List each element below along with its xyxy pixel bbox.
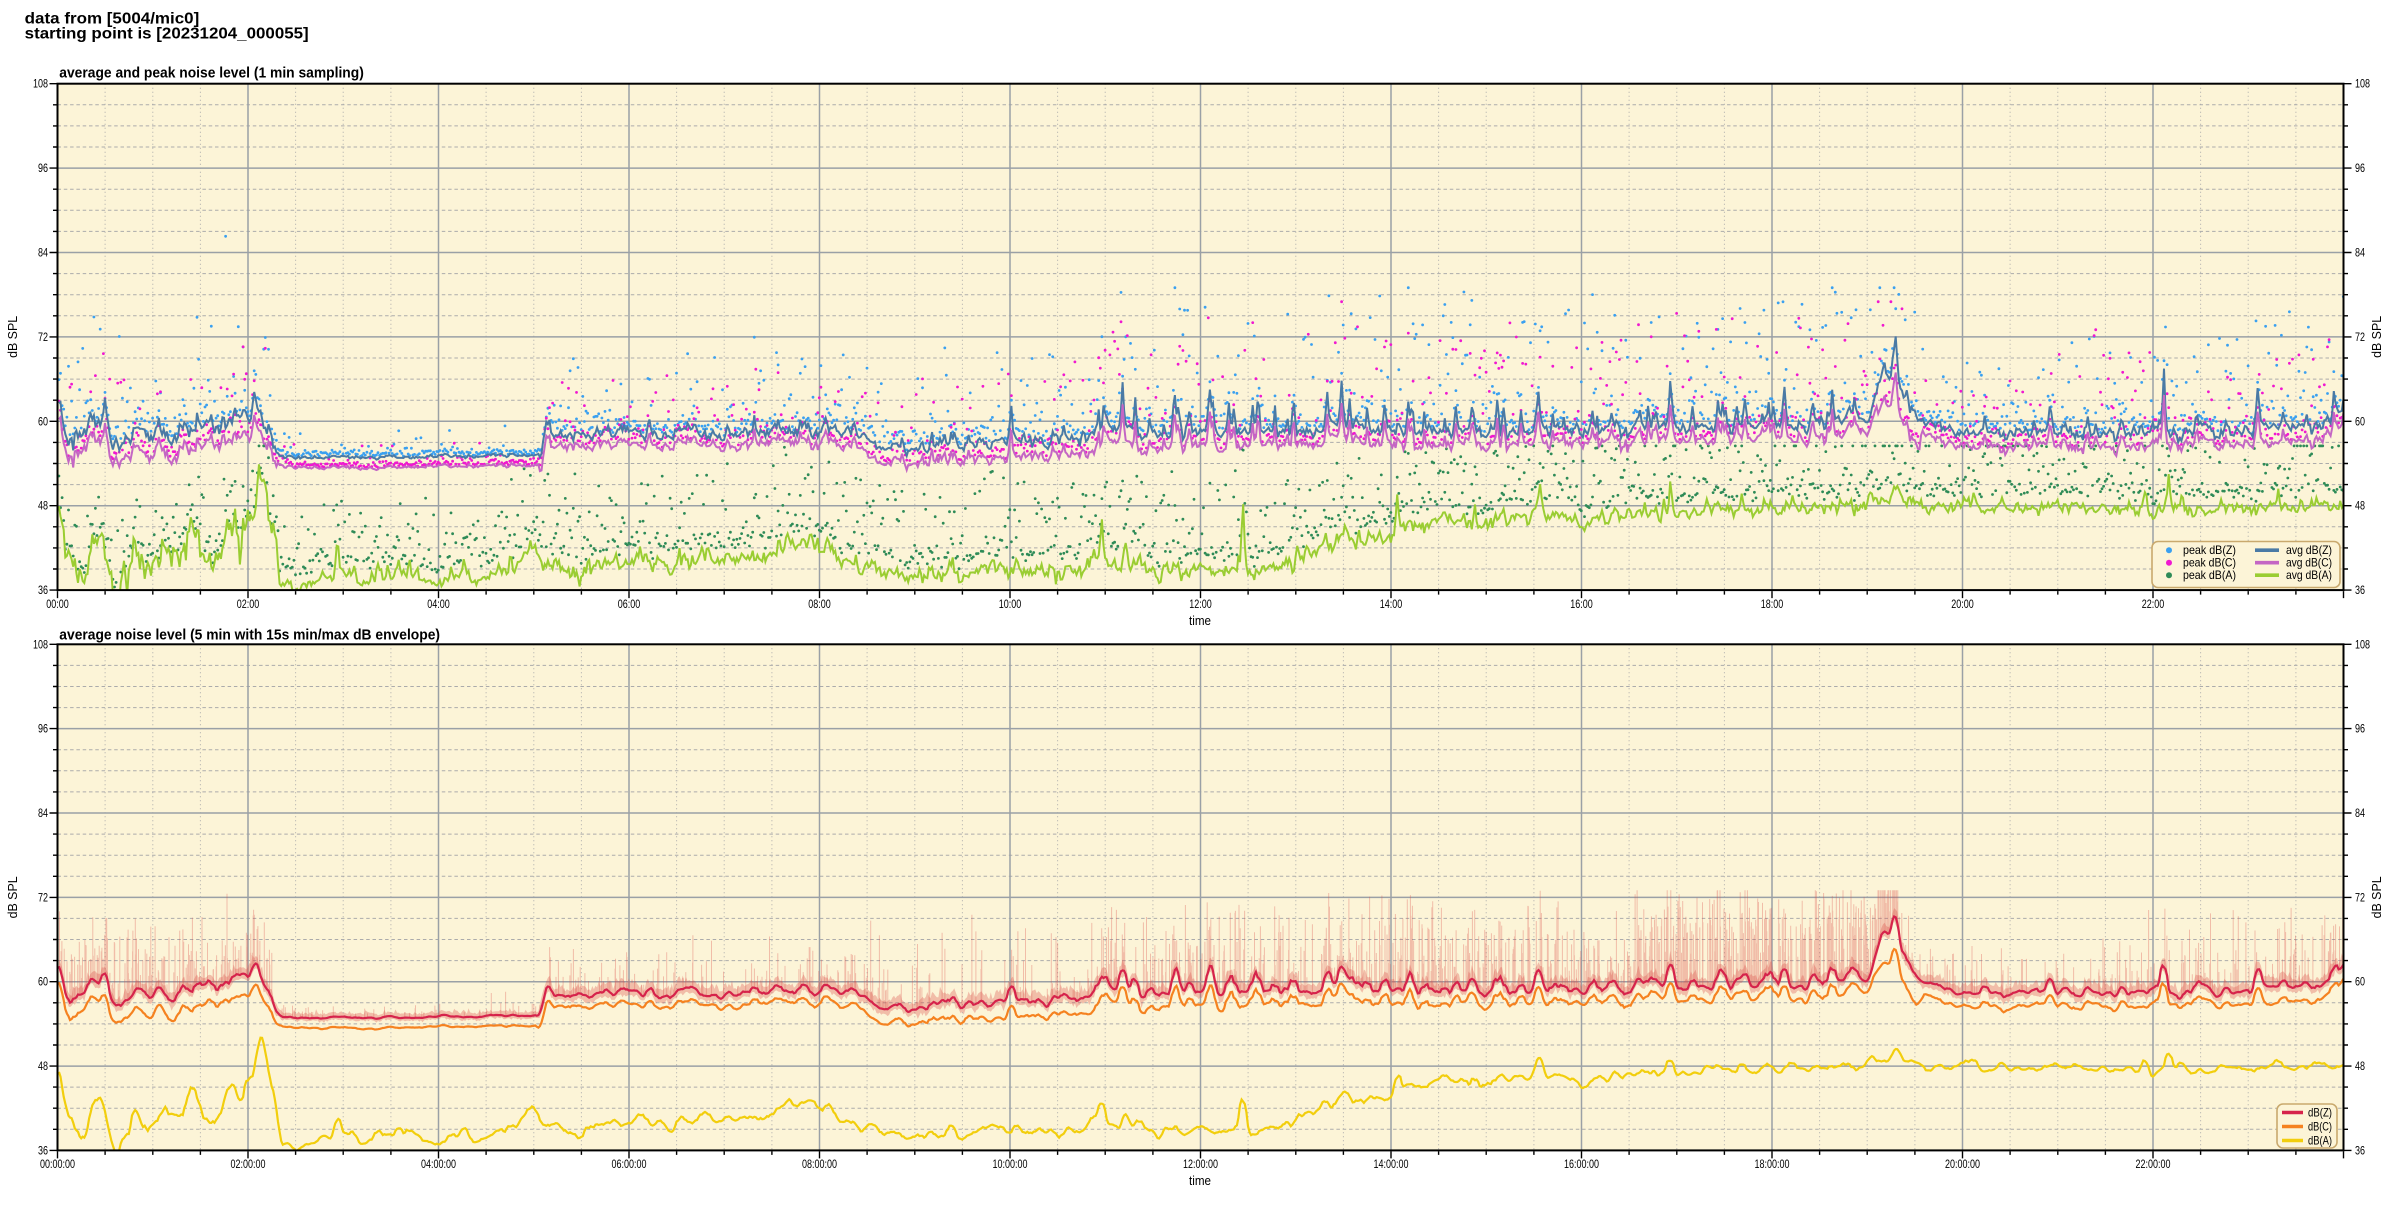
svg-text:time: time: [1189, 1174, 1211, 1188]
svg-text:108: 108: [2355, 639, 2370, 651]
svg-text:20:00:00: 20:00:00: [1945, 1159, 1980, 1171]
svg-text:12:00:00: 12:00:00: [1183, 1159, 1218, 1171]
svg-text:16:00: 16:00: [1570, 599, 1593, 611]
svg-text:dB(A): dB(A): [2308, 1134, 2332, 1148]
svg-text:dB(Z): dB(Z): [2308, 1106, 2332, 1120]
svg-text:08:00:00: 08:00:00: [802, 1159, 837, 1171]
svg-text:starting point is [20231204_00: starting point is [20231204_000055]: [25, 26, 309, 43]
svg-text:36: 36: [38, 585, 48, 597]
svg-text:48: 48: [38, 501, 48, 513]
svg-text:dB SPL: dB SPL: [2369, 876, 2384, 918]
svg-text:36: 36: [2355, 1145, 2365, 1157]
svg-text:84: 84: [2355, 248, 2365, 260]
svg-text:10:00: 10:00: [999, 599, 1022, 611]
svg-text:dB SPL: dB SPL: [5, 316, 20, 358]
svg-text:72: 72: [2355, 892, 2365, 904]
svg-text:06:00:00: 06:00:00: [612, 1159, 647, 1171]
svg-text:84: 84: [2355, 808, 2365, 820]
svg-text:72: 72: [38, 332, 48, 344]
svg-text:06:00: 06:00: [618, 599, 641, 611]
svg-text:time: time: [1189, 614, 1211, 628]
svg-text:60: 60: [2355, 977, 2365, 989]
svg-text:96: 96: [2355, 163, 2365, 175]
svg-text:peak dB(Z): peak dB(Z): [2183, 543, 2236, 557]
svg-text:data from [5004/mic0]: data from [5004/mic0]: [25, 10, 200, 27]
svg-text:02:00:00: 02:00:00: [231, 1159, 266, 1171]
svg-text:96: 96: [38, 163, 48, 175]
svg-text:avg dB(A): avg dB(A): [2286, 568, 2332, 582]
svg-text:36: 36: [2355, 585, 2365, 597]
svg-text:dB SPL: dB SPL: [5, 876, 20, 918]
svg-text:96: 96: [38, 724, 48, 736]
svg-text:20:00: 20:00: [1951, 599, 1974, 611]
svg-text:avg dB(Z): avg dB(Z): [2286, 543, 2332, 557]
svg-text:10:00:00: 10:00:00: [993, 1159, 1028, 1171]
svg-text:avg dB(C): avg dB(C): [2286, 556, 2332, 570]
svg-text:60: 60: [38, 977, 48, 989]
svg-text:04:00:00: 04:00:00: [421, 1159, 456, 1171]
svg-text:04:00: 04:00: [427, 599, 450, 611]
svg-text:22:00:00: 22:00:00: [2136, 1159, 2171, 1171]
svg-text:average and peak noise level (: average and peak noise level (1 min samp…: [59, 65, 364, 82]
svg-text:108: 108: [2355, 79, 2370, 91]
svg-text:48: 48: [38, 1061, 48, 1073]
svg-text:72: 72: [2355, 332, 2365, 344]
svg-text:12:00: 12:00: [1189, 599, 1212, 611]
svg-text:02:00: 02:00: [237, 599, 260, 611]
svg-text:dB(C): dB(C): [2308, 1120, 2332, 1134]
svg-text:60: 60: [2355, 416, 2365, 428]
svg-text:average noise level (5 min wit: average noise level (5 min with 15s min/…: [59, 627, 440, 644]
svg-text:108: 108: [33, 79, 48, 91]
svg-text:00:00: 00:00: [46, 599, 69, 611]
svg-text:08:00: 08:00: [808, 599, 831, 611]
svg-text:16:00:00: 16:00:00: [1564, 1159, 1599, 1171]
svg-text:peak dB(A): peak dB(A): [2183, 568, 2236, 582]
svg-text:108: 108: [33, 639, 48, 651]
svg-text:22:00: 22:00: [2142, 599, 2165, 611]
svg-text:14:00:00: 14:00:00: [1374, 1159, 1409, 1171]
svg-text:48: 48: [2355, 501, 2365, 513]
svg-text:48: 48: [2355, 1061, 2365, 1073]
svg-text:14:00: 14:00: [1380, 599, 1403, 611]
svg-text:18:00:00: 18:00:00: [1755, 1159, 1790, 1171]
svg-text:36: 36: [38, 1145, 48, 1157]
svg-text:60: 60: [38, 416, 48, 428]
svg-text:84: 84: [38, 248, 48, 260]
svg-text:72: 72: [38, 892, 48, 904]
svg-text:peak dB(C): peak dB(C): [2183, 556, 2236, 570]
svg-text:00:00:00: 00:00:00: [40, 1159, 75, 1171]
svg-text:dB SPL: dB SPL: [2369, 316, 2384, 358]
svg-text:96: 96: [2355, 724, 2365, 736]
svg-text:84: 84: [38, 808, 48, 820]
svg-text:18:00: 18:00: [1761, 599, 1784, 611]
